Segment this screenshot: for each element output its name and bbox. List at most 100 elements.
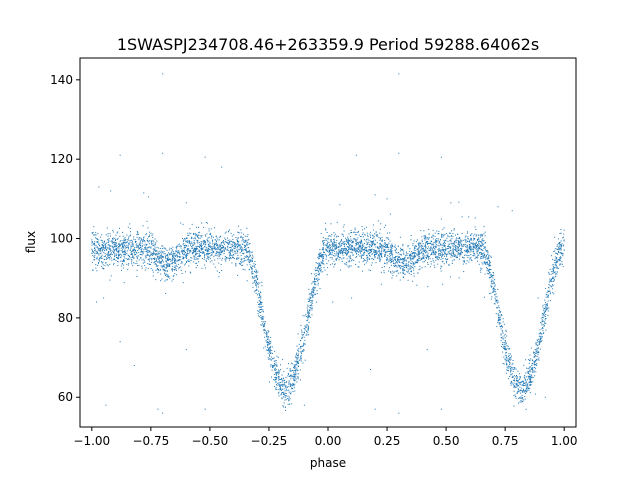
data-point [481, 258, 483, 260]
data-point [166, 265, 168, 267]
data-point [351, 260, 353, 262]
data-point [486, 253, 488, 255]
data-point [539, 332, 541, 334]
data-point [387, 259, 389, 261]
data-point [347, 265, 349, 267]
data-point [213, 263, 215, 265]
data-point [316, 263, 318, 265]
data-point [504, 344, 506, 346]
data-point [335, 244, 337, 246]
data-point [521, 381, 523, 383]
data-point [442, 228, 444, 230]
data-point [237, 241, 239, 243]
data-point [417, 250, 419, 252]
data-point [341, 248, 343, 250]
data-point [413, 262, 415, 264]
data-point [325, 256, 327, 258]
data-point [287, 373, 289, 375]
data-point [498, 317, 500, 319]
data-point [527, 368, 529, 370]
data-point [275, 372, 277, 374]
data-point [326, 244, 328, 246]
data-point [444, 252, 446, 254]
data-point [257, 315, 259, 317]
data-point [221, 251, 223, 253]
data-point [295, 353, 297, 355]
data-point [561, 253, 563, 255]
data-point [455, 256, 457, 258]
data-point [183, 239, 185, 241]
data-point [275, 374, 277, 376]
data-point [123, 260, 125, 262]
data-point [524, 385, 526, 387]
data-point [473, 238, 475, 240]
data-point [165, 267, 167, 269]
data-point [213, 242, 215, 244]
data-point [481, 249, 483, 251]
data-point [414, 247, 416, 249]
data-point [425, 242, 427, 244]
data-point [365, 255, 367, 257]
data-point [327, 246, 329, 248]
data-point [344, 240, 346, 242]
data-point [332, 250, 334, 252]
data-point [246, 264, 248, 266]
data-point [246, 235, 248, 237]
data-point [500, 322, 502, 324]
data-point [457, 238, 459, 240]
data-point [559, 243, 561, 245]
data-point [472, 248, 474, 250]
data-point [144, 247, 146, 249]
data-point [453, 259, 455, 261]
data-point [452, 233, 454, 234]
data-point [315, 278, 317, 280]
data-point [237, 237, 239, 239]
data-point [314, 269, 316, 271]
data-point [457, 252, 459, 254]
data-point [358, 246, 360, 248]
data-point [370, 251, 372, 253]
data-point [426, 251, 428, 253]
data-point [191, 246, 193, 248]
data-point [236, 250, 238, 252]
data-point [123, 244, 125, 246]
data-point [230, 240, 232, 242]
data-point [115, 243, 117, 245]
data-point [157, 265, 159, 267]
data-point [220, 244, 222, 246]
data-point [549, 292, 551, 294]
data-point [487, 250, 489, 252]
data-point [214, 259, 216, 261]
data-point [464, 238, 466, 240]
data-point [530, 384, 532, 386]
data-point [463, 257, 465, 259]
data-point [345, 237, 347, 239]
data-point [485, 262, 487, 264]
data-point [234, 245, 236, 247]
data-point [532, 367, 534, 369]
data-point [151, 252, 153, 254]
data-point [275, 382, 277, 384]
data-point [107, 254, 109, 256]
data-point [492, 274, 494, 276]
data-point [110, 253, 112, 255]
data-point [438, 245, 440, 247]
data-point [525, 372, 527, 374]
data-point [178, 259, 180, 261]
data-point [492, 271, 494, 273]
data-point [352, 241, 354, 243]
data-point [149, 258, 151, 260]
data-point [346, 253, 348, 255]
data-point [226, 242, 228, 244]
data-point [358, 266, 360, 268]
data-point [468, 248, 470, 250]
data-point [126, 246, 128, 248]
data-point [394, 257, 396, 258]
data-point [441, 244, 443, 246]
data-point [342, 254, 344, 256]
data-point [447, 253, 449, 255]
data-point [152, 252, 154, 254]
data-point [519, 382, 521, 384]
data-point [390, 248, 392, 250]
data-point [530, 358, 532, 360]
